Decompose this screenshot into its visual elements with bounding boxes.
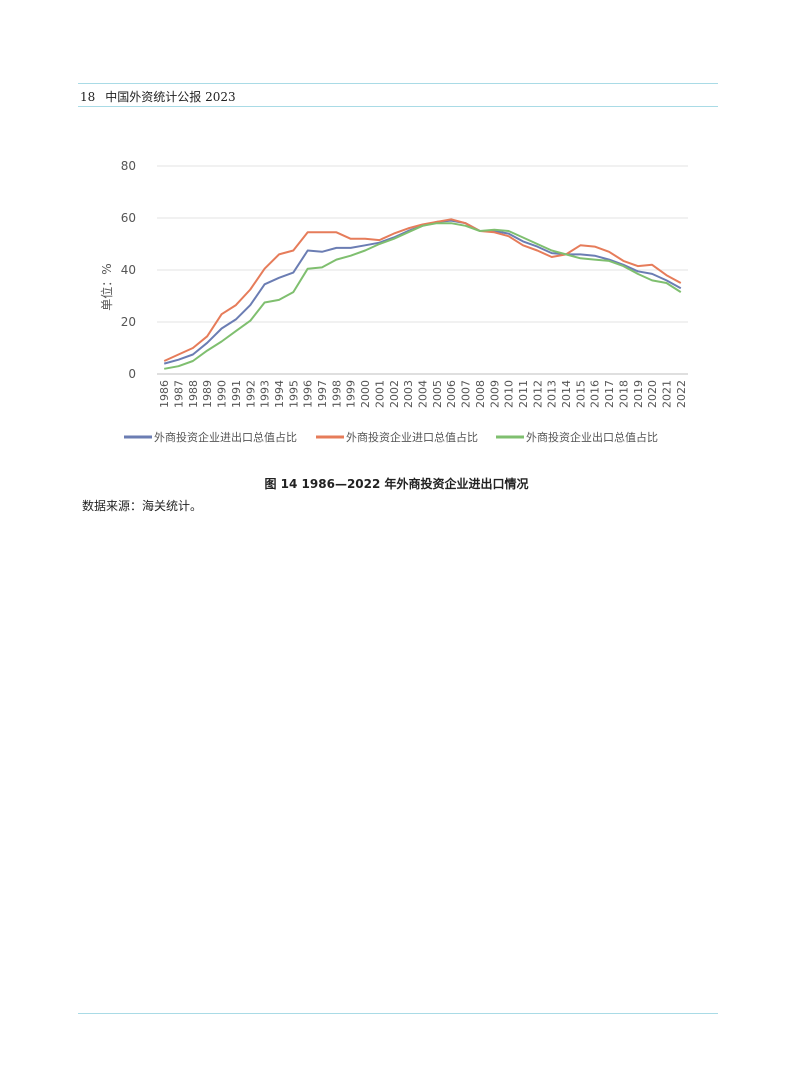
x-tick-label: 2017 [603, 380, 616, 408]
x-tick-label: 2005 [431, 380, 444, 408]
legend: 外商投资企业进出口总值占比 外商投资企业进口总值占比 外商投资企业出口总值占比 [124, 430, 658, 444]
x-tick-label: 2007 [460, 380, 473, 408]
x-tick-label: 2004 [417, 380, 430, 408]
x-tick-label: 2016 [589, 380, 602, 408]
legend-label-1: 外商投资企业进出口总值占比 [154, 430, 297, 444]
page-number: 18 [80, 90, 96, 104]
x-tick-label: 2003 [402, 380, 415, 408]
x-tick-label: 2015 [574, 380, 587, 408]
x-tick-label: 2020 [646, 380, 659, 408]
x-tick-label: 1998 [330, 380, 343, 408]
series-line-1 [163, 219, 682, 365]
y-tick-label: 0 [128, 367, 136, 381]
x-tick-label: 2009 [488, 380, 501, 408]
x-tick-label: 2012 [531, 380, 544, 408]
publication-title: 中国外资统计公报 2023 [105, 90, 236, 104]
y-tick-label: 80 [121, 159, 136, 173]
x-tick-label: 2011 [517, 380, 530, 408]
y-tick-label: 60 [121, 211, 136, 225]
legend-label-3: 外商投资企业出口总值占比 [526, 430, 658, 444]
y-tick-label: 40 [121, 263, 136, 277]
x-tick-label: 2008 [474, 380, 487, 408]
figure-caption: 图 14 1986—2022 年外商投资企业进出口情况 [264, 477, 529, 491]
x-tick-label: 1989 [201, 380, 214, 408]
x-tick-label: 2006 [445, 380, 458, 408]
x-tick-label: 1994 [273, 380, 286, 408]
x-tick-label: 1990 [216, 380, 229, 408]
x-tick-label: 2000 [359, 380, 372, 408]
x-tick-label: 2014 [560, 380, 573, 408]
y-axis-ticks: 0 20 40 60 80 [121, 159, 136, 381]
x-tick-label: 1999 [345, 380, 358, 408]
y-axis-label: 单位：% [99, 263, 114, 310]
footer-rule [78, 1013, 718, 1014]
x-tick-label: 1993 [259, 380, 272, 408]
x-tick-label: 2013 [546, 380, 559, 408]
series-line-3 [164, 222, 682, 370]
x-tick-label: 2021 [660, 380, 673, 408]
x-tick-label: 1986 [158, 380, 171, 408]
x-tick-label: 1988 [187, 380, 200, 408]
x-tick-label: 2010 [503, 380, 516, 408]
x-tick-label: 2022 [675, 380, 688, 408]
y-tick-label: 20 [121, 315, 136, 329]
x-tick-label: 2019 [632, 380, 645, 408]
series-lines [163, 218, 682, 370]
gridlines [157, 165, 688, 375]
series-line-2 [163, 218, 682, 362]
x-tick-label: 1992 [244, 380, 257, 408]
legend-label-2: 外商投资企业进口总值占比 [346, 430, 478, 444]
x-tick-label: 1991 [230, 380, 243, 408]
x-tick-label: 2002 [388, 380, 401, 408]
header-bottom-rule [78, 106, 718, 107]
x-tick-label: 1995 [287, 380, 300, 408]
data-source-note: 数据来源：海关统计。 [82, 499, 203, 513]
x-tick-label: 1996 [302, 380, 315, 408]
page-header: 18 中国外资统计公报 2023 [80, 88, 246, 105]
x-axis-ticks: 1986 1987 1988 1989 1990 1991 1992 1993 1994 1995… [158, 380, 688, 408]
x-tick-label: 2018 [617, 380, 630, 408]
x-tick-label: 2001 [373, 380, 386, 408]
header-top-rule [78, 83, 718, 84]
x-tick-label: 1997 [316, 380, 329, 408]
x-tick-label: 1987 [173, 380, 186, 408]
